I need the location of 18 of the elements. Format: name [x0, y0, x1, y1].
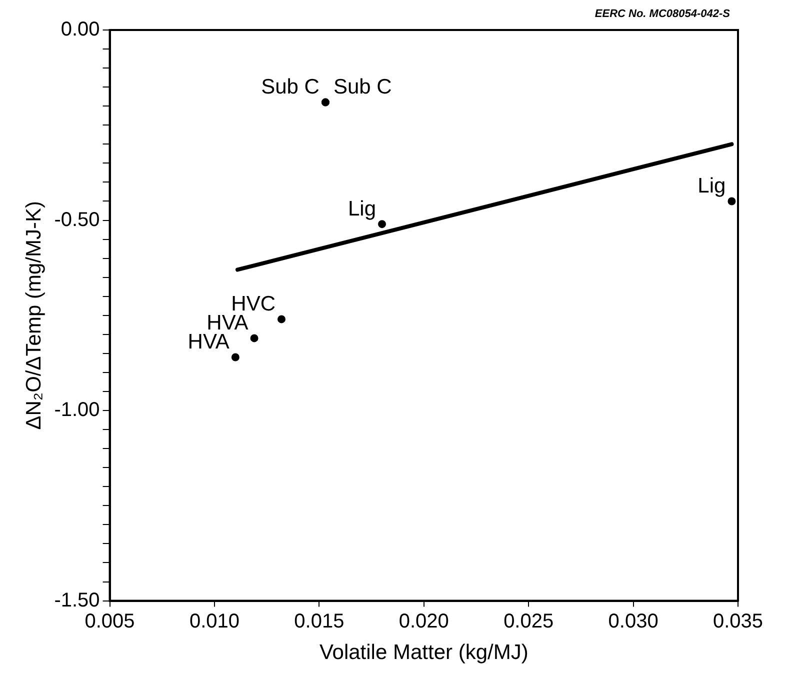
x-tick-label: 0.015: [294, 610, 344, 632]
x-tick-label: 0.020: [398, 610, 449, 632]
x-tick-label: 0.025: [504, 610, 554, 632]
x-tick-label: 0.010: [189, 610, 240, 632]
x-tick-label: 0.030: [608, 610, 658, 632]
y-tick-label: -1.00: [54, 399, 100, 422]
y-tick-label: -0.50: [54, 208, 100, 231]
x-tick-label: 0.005: [84, 610, 135, 632]
y-tick-label: 0.00: [60, 18, 100, 41]
annotation: Lig: [348, 197, 376, 220]
y-axis-title: ΔN₂O/ΔTemp (mg/MJ-K): [22, 201, 46, 430]
annotation: Sub C: [261, 76, 320, 99]
text: EERC No. MC08054-042-S: [594, 8, 730, 20]
x-tick-label: 0.035: [712, 610, 764, 632]
annotation: Sub C: [333, 76, 392, 99]
annotation: Lig: [698, 174, 726, 198]
y-tick-label: -1.50: [54, 589, 100, 612]
x-axis-title: Volatile Matter (kg/MJ): [319, 641, 528, 664]
